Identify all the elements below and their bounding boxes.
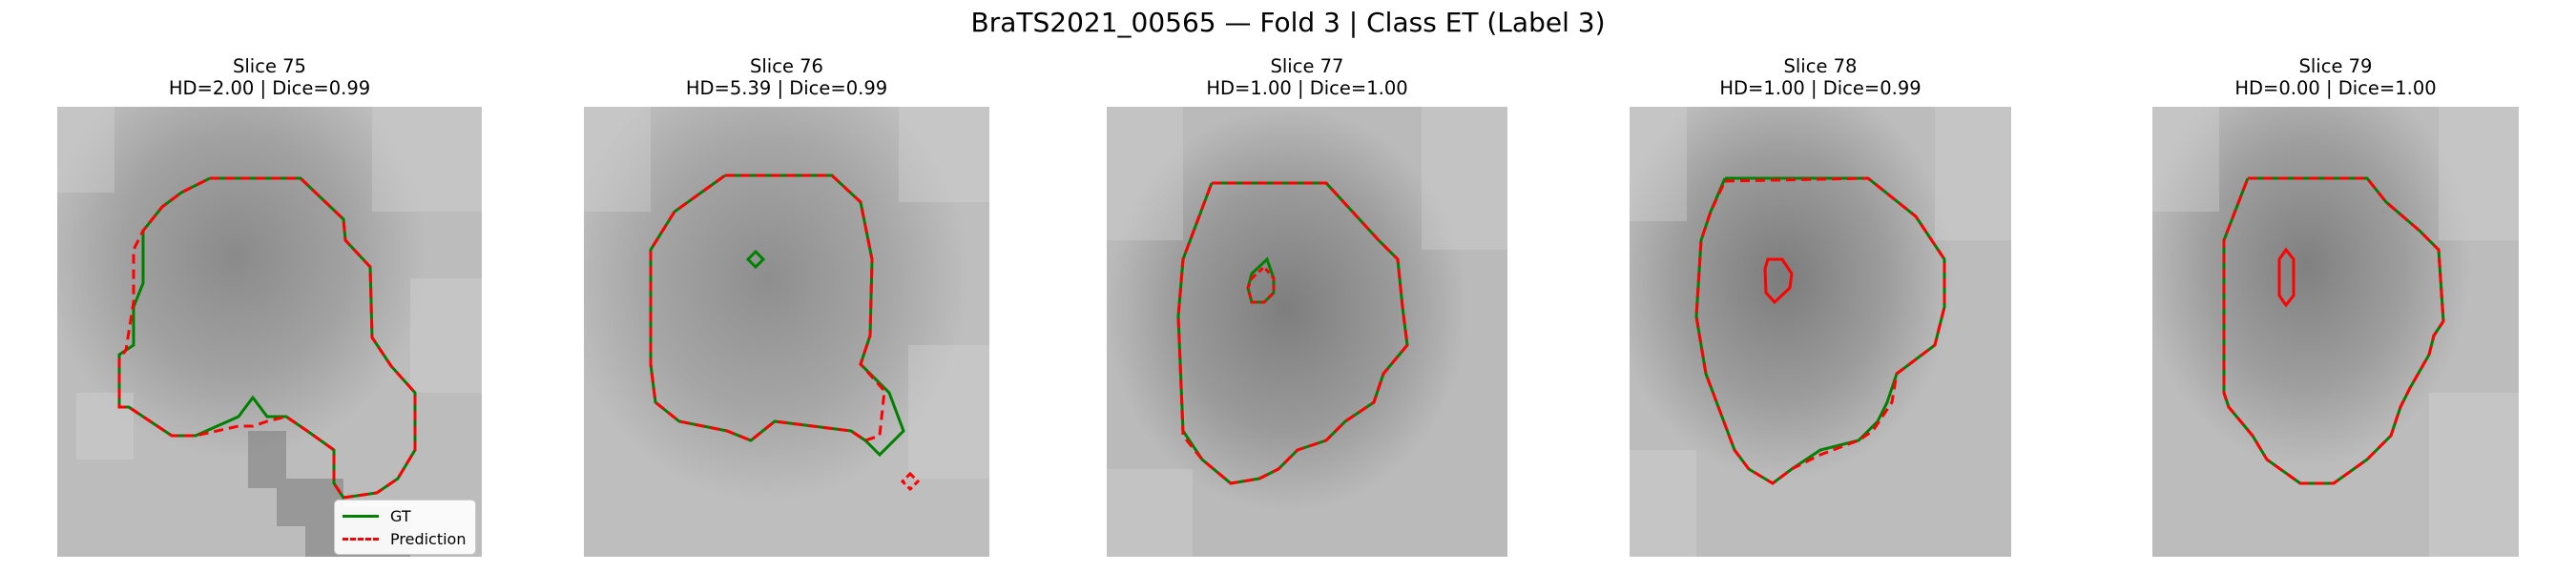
panel-title: Slice 79 HD=0.00 | Dice=1.00 [2152, 55, 2519, 99]
metrics-label: HD=1.00 | Dice=1.00 [1206, 77, 1408, 99]
legend: GT Prediction [334, 500, 477, 555]
legend-label: Prediction [390, 529, 467, 548]
legend-item-prediction: Prediction [343, 527, 466, 550]
legend-item-gt: GT [343, 504, 466, 527]
metrics-label: HD=2.00 | Dice=0.99 [168, 77, 371, 99]
slice-label: Slice 79 [2298, 55, 2373, 77]
prediction-line-swatch [343, 537, 379, 541]
metrics-label: HD=5.39 | Dice=0.99 [685, 77, 888, 99]
panel-title: Slice 76 HD=5.39 | Dice=0.99 [584, 55, 989, 99]
mri-slice-image [1630, 107, 2011, 557]
metrics-label: HD=1.00 | Dice=0.99 [1719, 77, 1922, 99]
panel-title: Slice 77 HD=1.00 | Dice=1.00 [1107, 55, 1507, 99]
mri-slice-image [1107, 107, 1507, 557]
metrics-label: HD=0.00 | Dice=1.00 [2234, 77, 2437, 99]
panel-slice-76: Slice 76 HD=5.39 | Dice=0.99 [584, 55, 989, 561]
mri-slice-image [584, 107, 989, 557]
gt-line-swatch [343, 514, 379, 518]
panel-title: Slice 75 HD=2.00 | Dice=0.99 [57, 55, 482, 99]
mri-slice-image [2152, 107, 2519, 557]
panel-title: Slice 78 HD=1.00 | Dice=0.99 [1630, 55, 2011, 99]
slice-label: Slice 78 [1783, 55, 1858, 77]
mri-slice-image [57, 107, 482, 557]
slice-label: Slice 77 [1270, 55, 1344, 77]
panel-slice-78: Slice 78 HD=1.00 | Dice=0.99 [1630, 55, 2011, 561]
slice-label: Slice 76 [750, 55, 823, 77]
legend-label: GT [390, 506, 411, 525]
panel-slice-79: Slice 79 HD=0.00 | Dice=1.00 [2152, 55, 2519, 561]
slice-label: Slice 75 [233, 55, 306, 77]
figure-title: BraTS2021_00565 — Fold 3 | Class ET (Lab… [970, 7, 1606, 38]
panel-slice-75: Slice 75 HD=2.00 | Dice=0.99 [57, 55, 482, 561]
panel-slice-77: Slice 77 HD=1.00 | Dice=1.00 [1107, 55, 1507, 561]
